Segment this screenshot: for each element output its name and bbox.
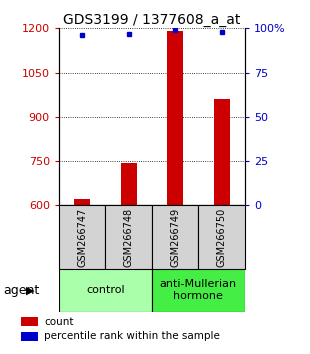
Text: GSM266750: GSM266750 — [217, 207, 227, 267]
Text: GSM266748: GSM266748 — [124, 207, 134, 267]
Bar — [105, 205, 152, 269]
Bar — [21, 317, 38, 326]
Bar — [214, 99, 230, 205]
Text: GSM266749: GSM266749 — [170, 207, 180, 267]
Text: control: control — [86, 285, 125, 295]
Bar — [167, 31, 183, 205]
Text: anti-Mullerian
hormone: anti-Mullerian hormone — [160, 279, 237, 301]
Title: GDS3199 / 1377608_a_at: GDS3199 / 1377608_a_at — [63, 13, 241, 27]
Bar — [121, 162, 137, 205]
Bar — [198, 205, 245, 269]
Text: count: count — [44, 317, 73, 327]
Bar — [152, 269, 245, 312]
Text: GSM266747: GSM266747 — [77, 207, 87, 267]
Text: percentile rank within the sample: percentile rank within the sample — [44, 331, 220, 341]
Bar — [152, 205, 198, 269]
Text: ▶: ▶ — [26, 285, 35, 295]
Bar — [74, 199, 90, 205]
Bar — [59, 205, 105, 269]
Bar — [21, 332, 38, 341]
Text: agent: agent — [3, 284, 39, 297]
Bar — [59, 269, 152, 312]
